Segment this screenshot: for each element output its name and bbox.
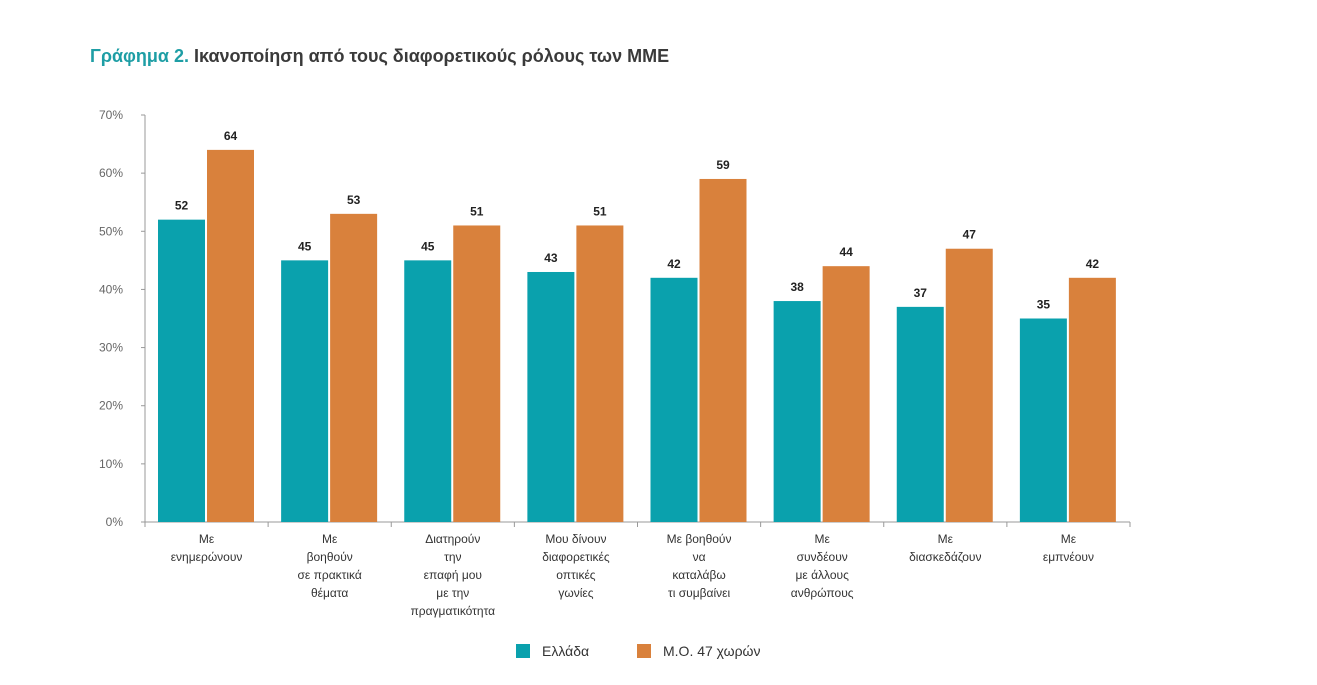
- legend-label: Ελλάδα: [542, 643, 589, 659]
- y-tick-label: 60%: [99, 166, 123, 180]
- data-label: 35: [1037, 298, 1051, 312]
- x-category-label-line: Με: [199, 532, 215, 546]
- x-category-label-line: τι συμβαίνει: [668, 586, 730, 600]
- x-category-label: Με βοηθούν να καταλάβω τι συμβαίνει: [667, 532, 732, 600]
- data-label: 42: [1086, 257, 1100, 271]
- x-category-label-line: ενημερώνουν: [171, 550, 243, 564]
- chart-title: Γράφημα 2. Ικανοποίηση από τους διαφορετ…: [90, 46, 669, 67]
- bar-average-47-countries: [576, 225, 624, 522]
- x-category-label-line: θέματα: [311, 586, 348, 600]
- x-category-label: Με ενημερώνουν: [171, 532, 243, 564]
- data-label: 45: [298, 239, 312, 253]
- x-category-label-line: ανθρώπους: [791, 586, 854, 600]
- x-category-label: Με βοηθούν σε πρακτικά θέματα: [298, 532, 362, 600]
- chart-title-prefix: Γράφημα 2.: [90, 46, 189, 66]
- bar-average-47-countries: [207, 149, 254, 522]
- bar-average-47-countries: [699, 178, 747, 522]
- y-tick-label: 30%: [99, 341, 123, 355]
- x-category-label-line: να: [693, 550, 706, 564]
- x-category-label-line: διασκεδάζουν: [909, 550, 981, 564]
- x-category-label-line: διαφορετικές: [542, 550, 610, 564]
- data-label: 52: [175, 199, 189, 213]
- x-category-label: Με εμπνέουν: [1043, 532, 1094, 564]
- bar-greece: [404, 260, 452, 522]
- data-label: 42: [667, 257, 681, 271]
- x-category-label-line: καταλάβω: [672, 568, 725, 582]
- y-tick-label: 40%: [99, 282, 123, 296]
- x-category-label-line: Με: [322, 532, 338, 546]
- bar-greece: [281, 260, 329, 522]
- x-category-label: Διατηρούν την επαφή μου με την πραγματικότητ…: [411, 532, 496, 618]
- bar-greece: [896, 306, 944, 522]
- x-category-label-line: σε πρακτικά: [298, 568, 362, 582]
- x-category-label-line: Μου δίνουν: [545, 532, 606, 546]
- x-category-label: Με διασκεδάζουν: [909, 532, 981, 564]
- x-category-label-line: την: [444, 550, 461, 564]
- legend-swatch: [516, 644, 530, 658]
- bar-average-47-countries: [945, 248, 993, 522]
- bar-average-47-countries: [453, 225, 501, 522]
- y-tick-label: 10%: [99, 457, 123, 471]
- bar-average-47-countries: [1068, 277, 1116, 522]
- x-category-label-line: γωνίες: [558, 586, 593, 600]
- data-label: 53: [347, 193, 361, 207]
- data-label: 38: [790, 280, 804, 294]
- data-label: 44: [839, 245, 853, 259]
- bar-greece: [158, 219, 205, 522]
- data-label: 47: [963, 228, 977, 242]
- bar-greece: [1019, 318, 1067, 522]
- bar-greece: [650, 277, 698, 522]
- data-label: 59: [716, 158, 730, 172]
- x-category-label-line: Με βοηθούν: [667, 532, 732, 546]
- x-category-label-line: με την: [436, 586, 469, 600]
- x-category-label-line: Διατηρούν: [425, 532, 480, 546]
- x-category-label-line: βοηθούν: [307, 550, 353, 564]
- bar-average-47-countries: [330, 213, 378, 523]
- x-category-label: Μου δίνουν διαφορετικές οπτικές γωνίες: [542, 532, 610, 600]
- x-category-label: Με συνδέουν με άλλους ανθρώπους: [791, 532, 854, 600]
- y-tick-label: 70%: [99, 108, 123, 122]
- chart-title-text: Ικανοποίηση από τους διαφορετικούς ρόλου…: [194, 46, 670, 66]
- bar-greece: [527, 271, 575, 522]
- x-category-label-line: οπτικές: [556, 568, 596, 582]
- x-category-label-line: πραγματικότητα: [411, 604, 496, 618]
- data-label: 51: [470, 204, 484, 218]
- x-category-label-line: Με: [938, 532, 954, 546]
- x-category-label-line: Με: [1061, 532, 1077, 546]
- x-category-label-line: επαφή μου: [424, 568, 482, 582]
- bar-average-47-countries: [822, 266, 870, 522]
- x-category-label-line: εμπνέουν: [1043, 550, 1094, 564]
- y-tick-label: 50%: [99, 224, 123, 238]
- data-label: 64: [224, 129, 238, 143]
- y-tick-label: 0%: [106, 515, 124, 529]
- data-label: 43: [544, 251, 558, 265]
- legend-label: Μ.Ο. 47 χωρών: [663, 643, 760, 659]
- bar-greece: [773, 301, 821, 522]
- data-label: 45: [421, 239, 435, 253]
- data-label: 37: [914, 286, 928, 300]
- x-category-label-line: Με: [815, 532, 831, 546]
- x-category-label-line: με άλλους: [796, 568, 850, 582]
- x-category-label-line: συνδέουν: [797, 550, 848, 564]
- y-tick-label: 20%: [99, 399, 123, 413]
- legend-swatch: [637, 644, 651, 658]
- data-label: 51: [593, 204, 607, 218]
